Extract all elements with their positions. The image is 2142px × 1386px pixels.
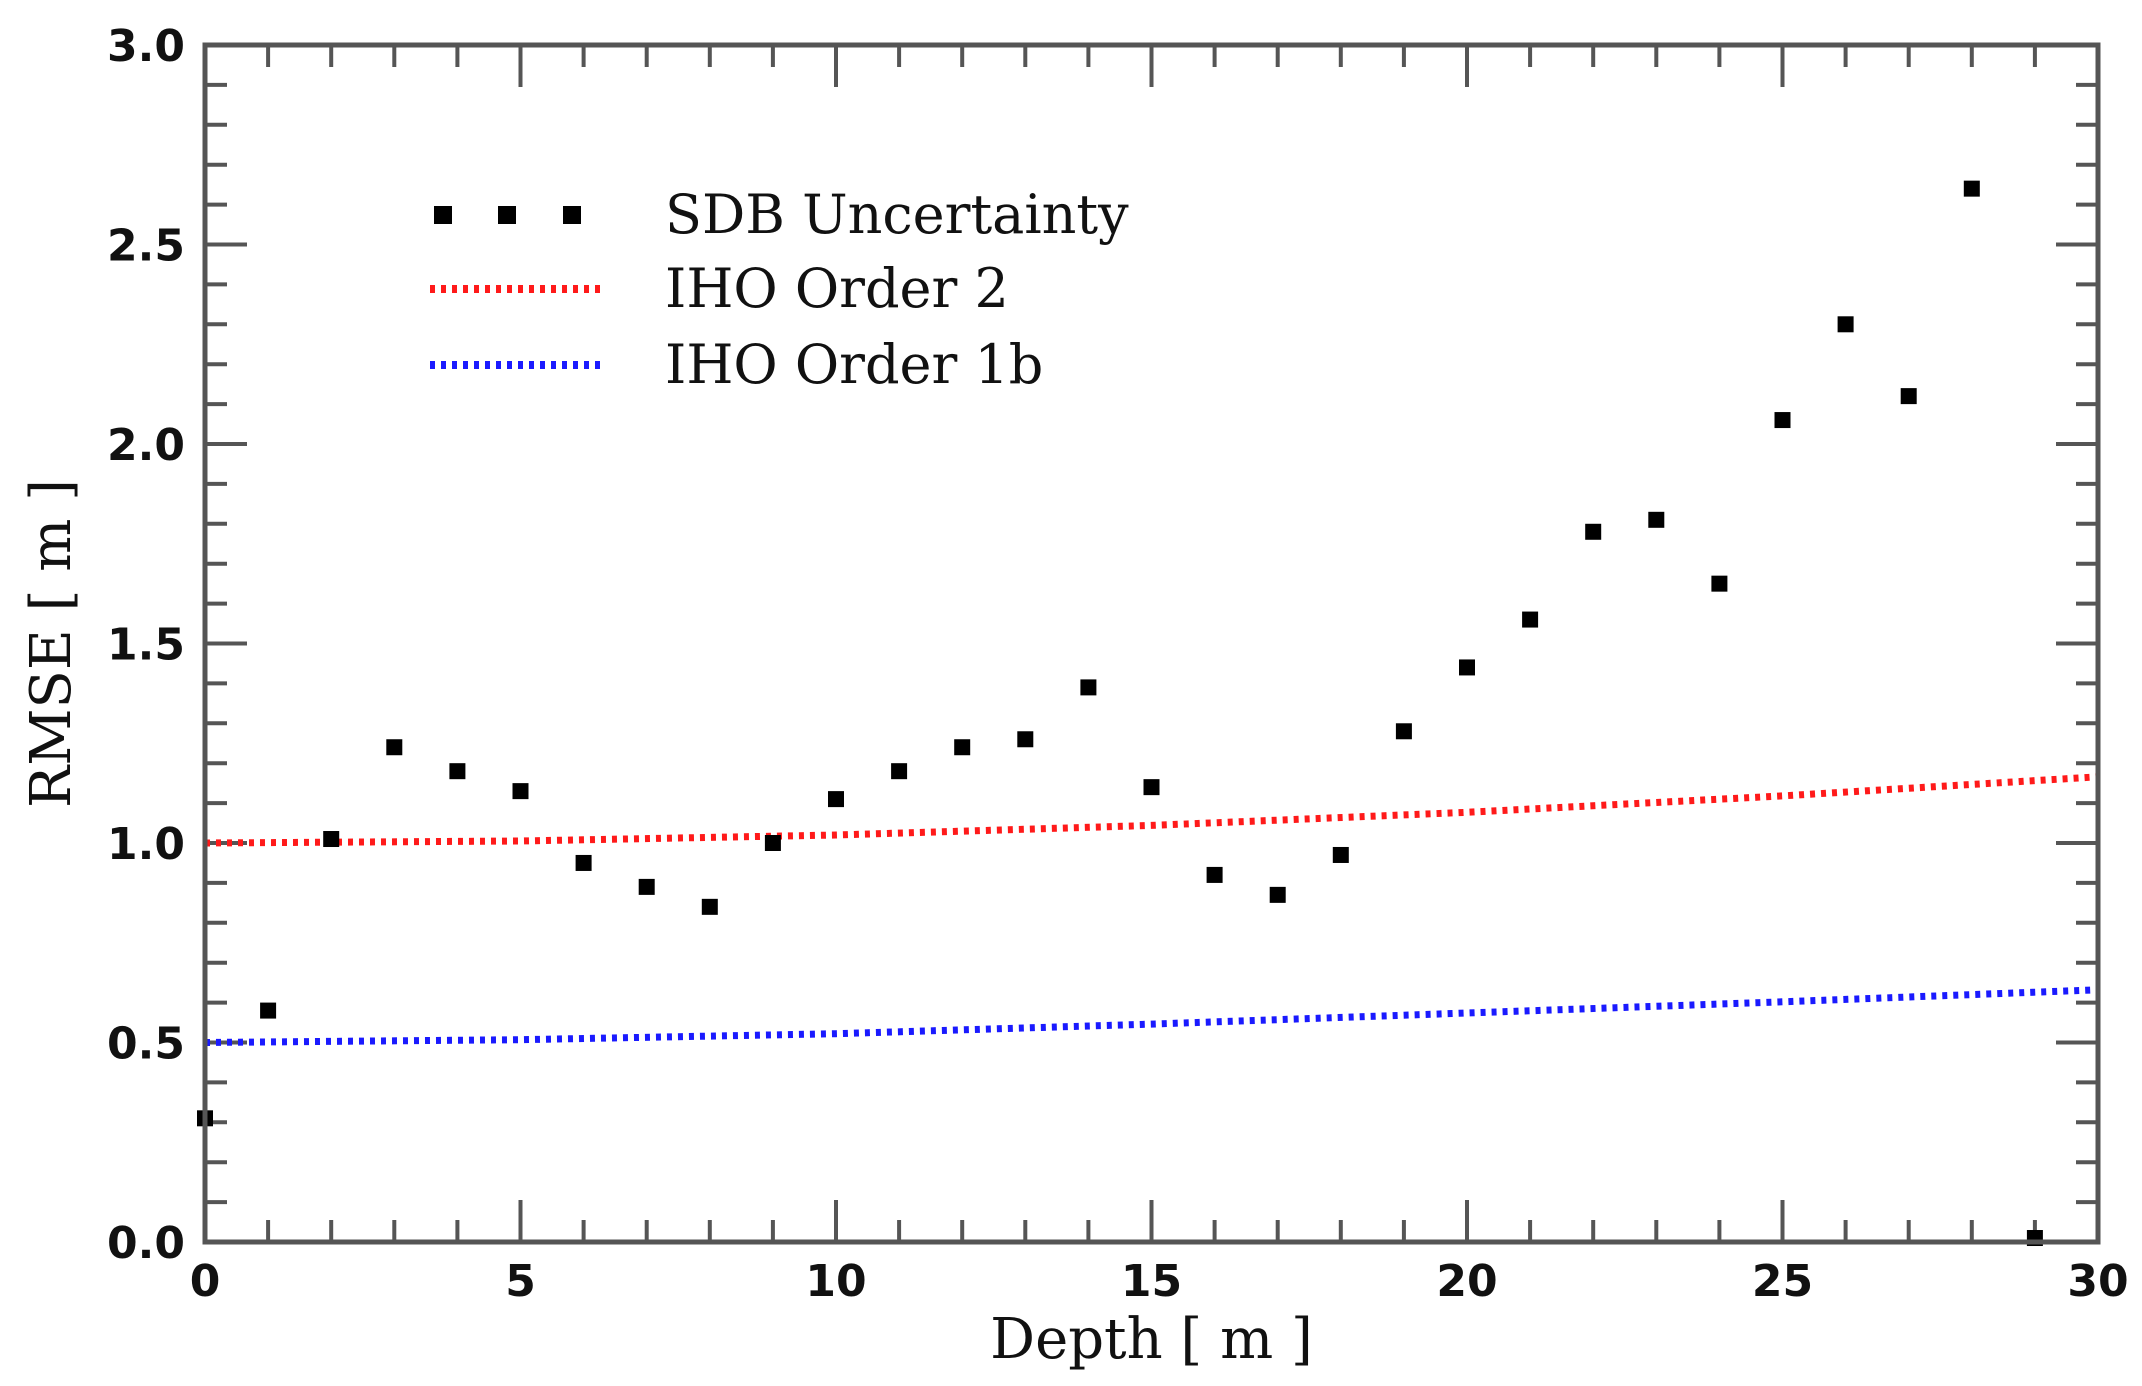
data-point [891,763,908,780]
y-tick-labels: 0.0 0.5 1.0 1.5 2.0 2.5 3.0 [107,21,185,1269]
minor-ticks [205,45,2098,1242]
plot-frame [202,42,2101,1245]
y-tick-label: 3.0 [107,21,185,72]
data-point [764,835,781,851]
legend-swatch-point [563,206,581,224]
data-point [1711,575,1728,592]
data-point [512,783,529,800]
y-axis-title: RMSE [ m ] [19,479,84,808]
legend-label-iho-order-2: IHO Order 2 [665,257,1009,320]
data-point [1206,866,1223,883]
legend-swatches [430,206,600,369]
data-point [1963,180,1980,197]
y-tick-label: 2.5 [107,221,185,272]
data-point [1269,886,1286,903]
x-axis-title: Depth [ m ] [990,1307,1313,1372]
data-point [954,739,971,756]
y-tick-label: 1.0 [107,819,185,870]
x-tick-label: 5 [505,1256,536,1307]
x-tick-labels: 0 5 10 15 20 25 30 [190,1256,2129,1307]
data-point [1395,723,1412,740]
data-point [260,1002,277,1019]
data-point [1017,731,1034,748]
data-point [701,898,718,915]
data-point [575,854,592,871]
data-point [1080,679,1097,696]
data-point [1774,412,1791,429]
series-line-2 [204,986,2099,1046]
y-tick-label: 1.5 [107,620,185,671]
x-tick-label: 20 [1436,1256,1497,1307]
data-point [828,791,844,808]
data-point [1143,779,1160,796]
x-tick-label: 15 [1121,1256,1182,1307]
data-point [1585,523,1602,540]
data-point [1900,388,1917,405]
data-point [1648,511,1665,528]
legend-swatch-point [498,206,516,224]
legend: SDB Uncertainty IHO Order 2 IHO Order 1b [430,183,1129,396]
y-tick-label: 0.0 [107,1218,185,1269]
legend-label-iho-order-1b: IHO Order 1b [665,333,1043,396]
data-point [1837,316,1854,333]
major-ticks [203,43,2100,1244]
data-point [1332,846,1349,863]
reference-lines [204,773,2099,1046]
series-line-1 [204,773,2099,847]
y-tick-label: 2.0 [107,420,185,471]
x-tick-label: 10 [805,1256,866,1307]
y-tick-label: 0.5 [107,1019,185,1070]
legend-label-sdb-uncertainty: SDB Uncertainty [665,183,1129,246]
legend-swatch-point [434,206,452,224]
x-tick-label: 0 [190,1256,221,1307]
data-point [1522,611,1539,628]
data-point [638,878,655,895]
data-point [386,739,403,756]
data-point [1459,659,1475,676]
x-tick-label: 25 [1752,1256,1813,1307]
data-point [449,763,466,780]
x-tick-label: 30 [2067,1256,2128,1307]
data-point [323,831,340,848]
data-points [197,180,2043,1247]
